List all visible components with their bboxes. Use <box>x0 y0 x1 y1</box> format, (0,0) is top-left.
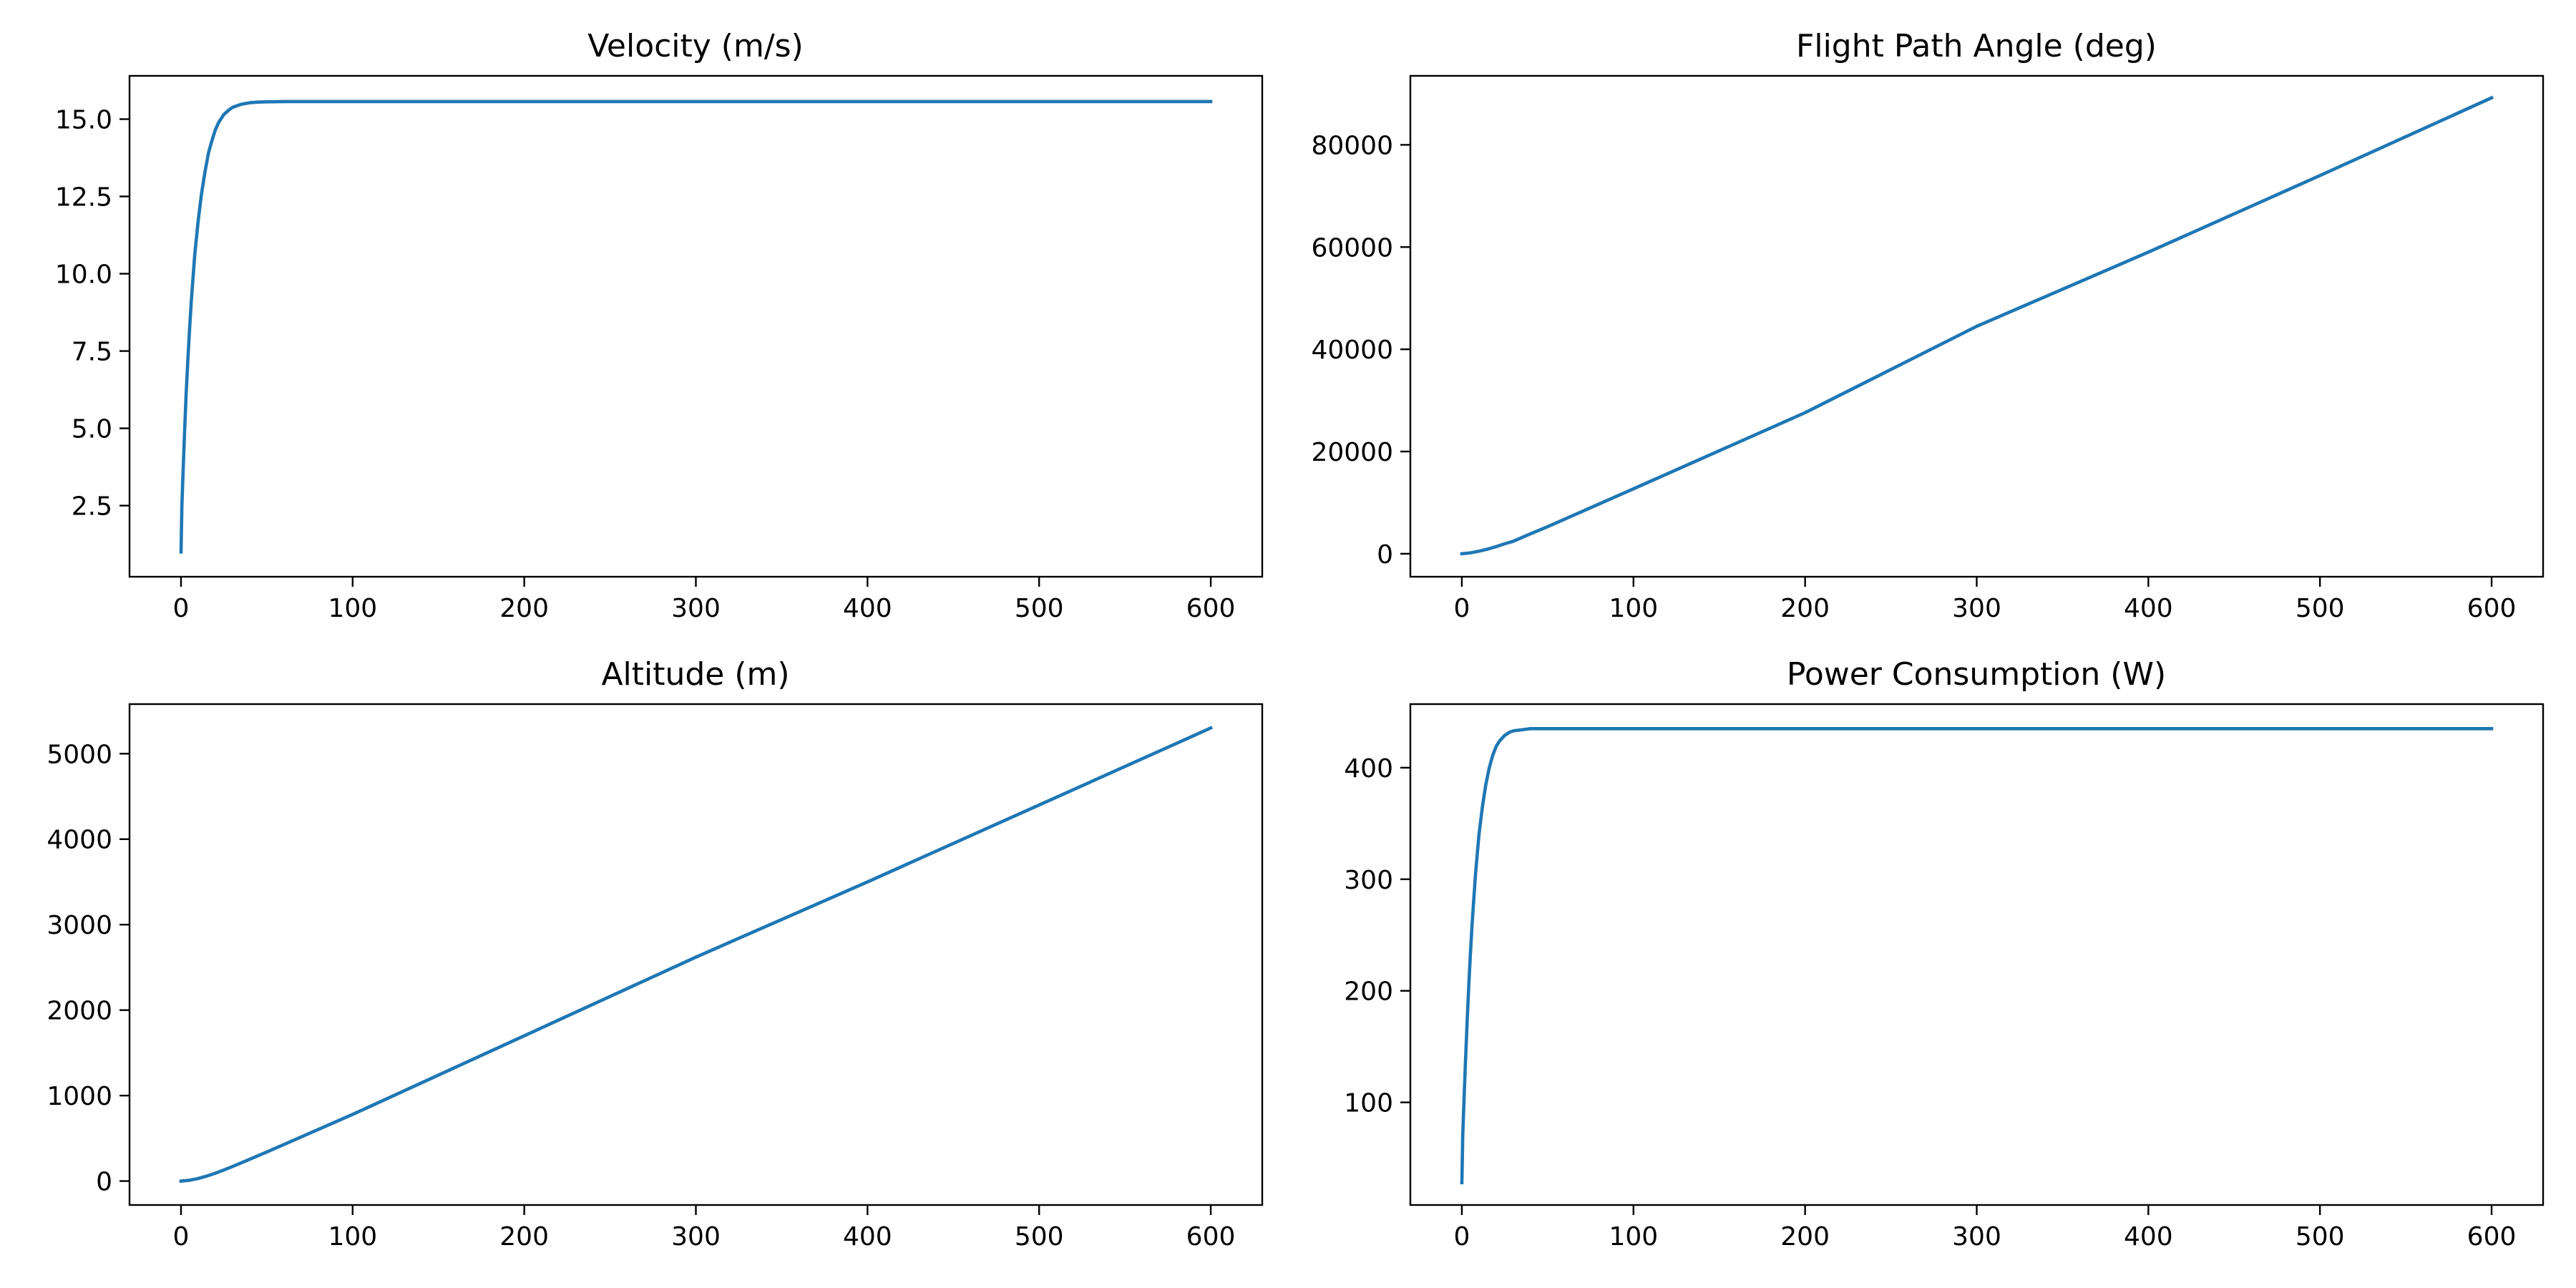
y-tick-label: 60000 <box>1311 233 1393 263</box>
y-tick-label: 5000 <box>47 740 112 769</box>
flight-path-angle-chart: Flight Path Angle (deg) 0 100 200 300 400 500… <box>1311 28 2545 623</box>
y-tick-label: 200 <box>1344 977 1393 1007</box>
y-tick-label: 400 <box>1344 754 1393 784</box>
axes-frame <box>1409 703 2545 1206</box>
x-tick-label: 500 <box>2296 594 2345 623</box>
y-tick-label: 3000 <box>47 911 112 940</box>
x-tick-label: 600 <box>2467 1222 2517 1252</box>
series-line <box>1460 95 2494 556</box>
x-tick-label: 600 <box>1186 594 1236 623</box>
x-tick-label: 300 <box>1952 1222 2001 1252</box>
x-tick-label: 300 <box>671 1222 721 1252</box>
x-tick-label: 300 <box>671 594 721 623</box>
x-tick-label: 400 <box>843 1222 892 1252</box>
series-line <box>179 726 1214 1184</box>
series-line <box>1460 726 2494 1185</box>
y-tick-label: 12.5 <box>55 183 112 213</box>
y-tick-label: 80000 <box>1311 131 1393 160</box>
power-consumption-chart: Power Consumption (W) 0 100 200 300 400 500 60… <box>1344 656 2545 1252</box>
x-tick-label: 400 <box>2124 594 2173 623</box>
y-tick-label: 10.0 <box>55 260 112 290</box>
velocity-chart: Velocity (m/s) 0 100 200 300 400 500 600 2.5 5.0… <box>55 28 1264 623</box>
y-tick-label: 4000 <box>47 826 112 855</box>
series-line <box>179 99 1213 554</box>
x-tick-label: 400 <box>2124 1222 2173 1252</box>
x-tick-label: 200 <box>499 594 549 623</box>
y-tick-label: 2.5 <box>72 492 112 522</box>
x-tick-label: 600 <box>1186 1222 1236 1252</box>
y-tick-label: 1000 <box>47 1082 112 1111</box>
x-tick-label: 0 <box>173 1222 190 1252</box>
x-tick-label: 600 <box>2467 594 2517 623</box>
x-tick-label: 0 <box>1454 594 1470 623</box>
y-tick-label: 300 <box>1344 866 1393 895</box>
x-tick-label: 100 <box>1609 594 1658 623</box>
chart-title: Velocity (m/s) <box>587 28 804 64</box>
chart-title: Altitude (m) <box>601 656 789 693</box>
x-tick-label: 0 <box>1454 1222 1470 1252</box>
y-tick-label: 0 <box>96 1168 112 1197</box>
chart-title: Power Consumption (W) <box>1787 656 2166 693</box>
x-tick-label: 500 <box>1015 594 1064 623</box>
y-tick-label: 7.5 <box>72 338 112 367</box>
x-tick-label: 100 <box>1609 1222 1658 1252</box>
axes-frame <box>128 703 1264 1206</box>
x-tick-label: 200 <box>499 1222 549 1252</box>
x-tick-label: 500 <box>1015 1222 1064 1252</box>
y-tick-label: 5.0 <box>72 415 112 444</box>
x-tick-label: 500 <box>2296 1222 2345 1252</box>
x-tick-label: 400 <box>843 594 892 623</box>
y-tick-label: 20000 <box>1311 438 1393 467</box>
y-tick-label: 0 <box>1377 540 1393 570</box>
x-tick-label: 100 <box>328 594 377 623</box>
y-tick-label: 2000 <box>47 997 112 1026</box>
x-tick-label: 100 <box>328 1222 377 1252</box>
axes-frame <box>128 74 1264 578</box>
y-tick-label: 40000 <box>1311 336 1393 365</box>
x-tick-label: 200 <box>1780 594 1830 623</box>
x-tick-label: 300 <box>1952 594 2001 623</box>
y-tick-label: 100 <box>1344 1089 1393 1118</box>
x-tick-label: 200 <box>1780 1222 1830 1252</box>
altitude-chart: Altitude (m) 0 100 200 300 400 500 600 0 1000 200… <box>47 656 1264 1252</box>
x-tick-label: 0 <box>173 594 190 623</box>
chart-title: Flight Path Angle (deg) <box>1796 28 2157 64</box>
y-tick-label: 15.0 <box>55 105 112 135</box>
axes-frame <box>1409 74 2545 578</box>
